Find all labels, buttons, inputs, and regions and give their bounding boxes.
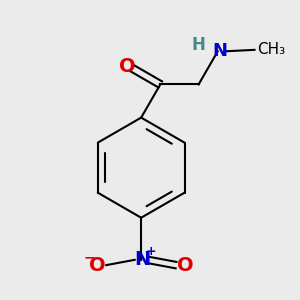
Text: +: +	[145, 245, 156, 258]
Text: O: O	[178, 256, 194, 274]
Text: −: −	[83, 250, 95, 264]
Text: N: N	[134, 250, 151, 269]
Text: CH₃: CH₃	[257, 42, 286, 57]
Text: O: O	[118, 57, 135, 76]
Text: H: H	[192, 36, 206, 54]
Text: N: N	[213, 42, 228, 60]
Text: O: O	[89, 256, 106, 274]
